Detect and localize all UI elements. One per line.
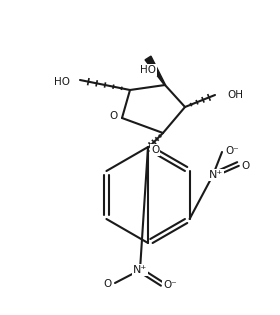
Text: HO: HO <box>140 65 156 75</box>
Text: O: O <box>151 145 159 155</box>
Text: N⁺: N⁺ <box>209 170 223 180</box>
Text: O: O <box>242 161 250 171</box>
Text: N⁺: N⁺ <box>133 265 147 275</box>
Text: OH: OH <box>227 90 243 100</box>
Text: HO: HO <box>54 77 70 87</box>
Text: O: O <box>103 279 111 289</box>
Polygon shape <box>145 56 165 85</box>
Text: O⁻: O⁻ <box>225 146 239 156</box>
Text: O⁻: O⁻ <box>163 280 177 290</box>
Text: O: O <box>110 111 118 121</box>
